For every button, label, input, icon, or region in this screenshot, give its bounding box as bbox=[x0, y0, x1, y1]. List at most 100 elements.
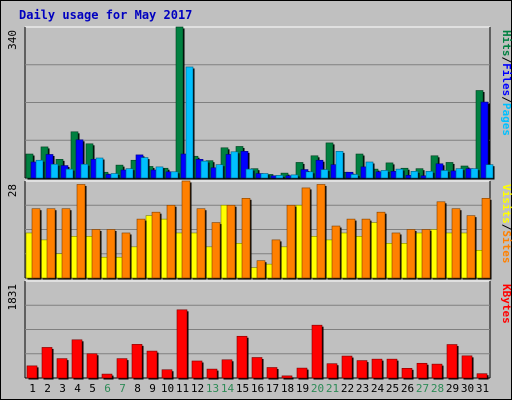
legend-visits: Visits bbox=[500, 184, 512, 224]
bar-sites-day-15 bbox=[241, 198, 252, 280]
legend-label-visits-sites: Visits/Sites bbox=[500, 184, 512, 264]
bar-kbytes-day-31 bbox=[476, 373, 489, 380]
bar-pages-day-26 bbox=[410, 171, 420, 180]
bar-pages-day-11 bbox=[185, 66, 195, 180]
chart-title: Daily usage for May 2017 bbox=[19, 8, 192, 22]
x-tick-label-day-30: 30 bbox=[461, 382, 474, 395]
x-tick-label-day-8: 8 bbox=[134, 382, 141, 395]
bar-pages-day-10 bbox=[170, 171, 180, 180]
bar-sites-day-28-fill bbox=[436, 201, 446, 279]
bar-sites-day-31-fill bbox=[481, 198, 491, 279]
bar-pages-day-17-fill bbox=[275, 175, 284, 179]
bar-files-day-15-fill bbox=[240, 151, 249, 179]
bar-sites-day-1-fill bbox=[31, 208, 41, 279]
bar-kbytes-day-24-fill bbox=[371, 358, 383, 379]
bar-sites-day-5 bbox=[91, 229, 102, 280]
y-max-label-kbytes: 1831 bbox=[6, 284, 19, 311]
bar-kbytes-day-19 bbox=[296, 367, 309, 380]
bar-kbytes-day-13 bbox=[206, 368, 219, 380]
bar-pages-day-9-fill bbox=[155, 166, 164, 179]
bar-pages-day-14 bbox=[230, 151, 240, 180]
bar-pages-day-1 bbox=[35, 159, 45, 180]
bar-pages-day-17 bbox=[275, 175, 285, 180]
bar-pages-day-2 bbox=[50, 163, 60, 180]
bar-pages-day-25-fill bbox=[395, 168, 404, 179]
bar-kbytes-day-21 bbox=[326, 363, 339, 380]
y-max-label-hits-files-pages: 340 bbox=[6, 30, 19, 50]
x-tick-label-day-23: 23 bbox=[356, 382, 369, 395]
bar-sites-day-23-fill bbox=[361, 218, 371, 279]
bar-pages-day-27 bbox=[425, 171, 435, 180]
bar-kbytes-day-18 bbox=[281, 375, 294, 380]
x-tick-label-day-16: 16 bbox=[251, 382, 264, 395]
bar-sites-day-7-fill bbox=[121, 232, 131, 279]
bar-sites-day-12-fill bbox=[196, 208, 206, 279]
bar-kbytes-day-22-fill bbox=[341, 355, 353, 379]
bar-sites-day-12 bbox=[196, 208, 207, 280]
x-tick-label-day-25: 25 bbox=[386, 382, 399, 395]
bar-pages-day-12-fill bbox=[200, 160, 209, 179]
bar-pages-day-8-fill bbox=[140, 157, 149, 179]
bar-sites-day-4-fill bbox=[76, 184, 86, 279]
bar-kbytes-day-18-fill bbox=[281, 375, 293, 379]
bar-pages-day-28-fill bbox=[440, 170, 449, 179]
bar-sites-day-21 bbox=[331, 225, 342, 280]
bar-sites-day-2-fill bbox=[46, 208, 56, 279]
bar-sites-day-7 bbox=[121, 232, 132, 280]
x-tick-label-day-24: 24 bbox=[371, 382, 385, 395]
x-tick-label-day-18: 18 bbox=[281, 382, 294, 395]
bar-kbytes-day-16-fill bbox=[251, 357, 263, 379]
bar-pages-day-15 bbox=[245, 168, 255, 180]
legend-kbytes: KBytes bbox=[500, 284, 512, 324]
bar-kbytes-day-20-fill bbox=[311, 324, 323, 379]
bar-pages-day-24-fill bbox=[380, 170, 389, 179]
bar-sites-day-9 bbox=[151, 211, 162, 280]
bar-kbytes-day-6 bbox=[101, 373, 114, 380]
x-tick-label-day-29: 29 bbox=[446, 382, 459, 395]
bar-sites-day-22-fill bbox=[346, 218, 356, 279]
bar-kbytes-day-11-fill bbox=[176, 309, 188, 379]
bar-sites-day-8 bbox=[136, 218, 147, 280]
bar-files-day-4-fill bbox=[75, 139, 84, 179]
bar-kbytes-day-23 bbox=[356, 360, 369, 380]
bar-kbytes-day-4 bbox=[71, 339, 84, 380]
bar-kbytes-day-9-fill bbox=[146, 350, 158, 379]
bar-sites-day-24-fill bbox=[376, 211, 386, 279]
bar-sites-day-3-fill bbox=[61, 208, 71, 279]
bar-pages-day-3 bbox=[65, 168, 75, 180]
bar-pages-day-13 bbox=[215, 164, 225, 180]
x-tick-label-day-27: 27 bbox=[416, 382, 429, 395]
bar-kbytes-day-17 bbox=[266, 367, 279, 380]
bar-sites-day-26-fill bbox=[406, 229, 416, 279]
bar-kbytes-day-1 bbox=[26, 365, 39, 380]
bar-files-day-17-shadow bbox=[272, 177, 280, 180]
bar-kbytes-day-5-fill bbox=[86, 353, 98, 379]
x-tick-label-day-14: 14 bbox=[221, 382, 235, 395]
bar-pages-day-25 bbox=[395, 168, 405, 180]
bar-pages-day-6-fill bbox=[110, 173, 119, 179]
bar-kbytes-day-14-fill bbox=[221, 359, 233, 379]
x-tick-label-day-7: 7 bbox=[119, 382, 126, 395]
bar-kbytes-day-14 bbox=[221, 359, 234, 380]
bar-pages-day-30 bbox=[470, 168, 480, 180]
bar-pages-day-30-fill bbox=[470, 168, 479, 179]
bar-sites-day-19 bbox=[301, 187, 312, 280]
bar-sites-day-27-fill bbox=[421, 229, 431, 279]
x-tick-label-day-17: 17 bbox=[266, 382, 279, 395]
bar-sites-day-30-fill bbox=[466, 215, 476, 279]
x-tick-label-day-31: 31 bbox=[476, 382, 489, 395]
bar-sites-day-13 bbox=[211, 222, 222, 280]
bar-pages-day-29-fill bbox=[455, 168, 464, 179]
bar-kbytes-day-13-fill bbox=[206, 368, 218, 379]
bar-kbytes-day-21-fill bbox=[326, 363, 338, 379]
bar-kbytes-day-27 bbox=[416, 362, 429, 380]
bar-sites-day-29 bbox=[451, 208, 462, 280]
bar-sites-day-25 bbox=[391, 232, 402, 280]
bar-kbytes-day-7 bbox=[116, 358, 129, 380]
bar-pages-day-22 bbox=[350, 174, 360, 180]
bar-files-day-4 bbox=[75, 139, 85, 180]
bar-kbytes-day-30-fill bbox=[461, 355, 473, 379]
bar-kbytes-day-5 bbox=[86, 353, 99, 380]
bar-sites-day-23 bbox=[361, 218, 372, 280]
